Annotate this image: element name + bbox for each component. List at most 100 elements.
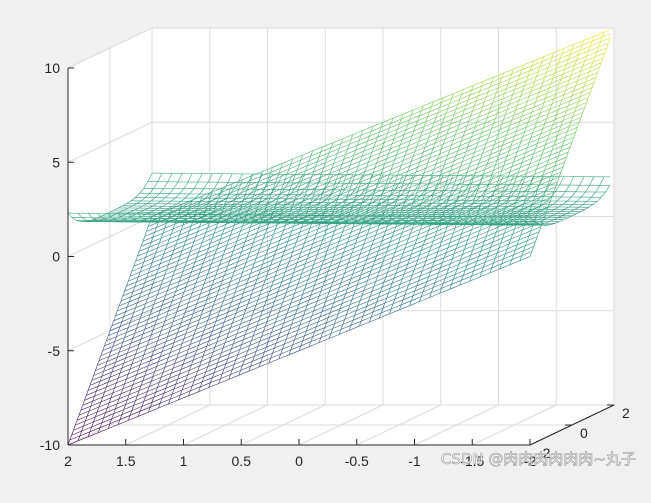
mesh-line [117,399,128,405]
mesh-line [152,371,155,377]
mesh-line [430,267,441,273]
mesh-line [119,321,123,327]
mesh-line [443,232,454,238]
mesh-line [101,418,112,424]
mesh-line [155,295,166,300]
mesh-line [473,81,484,86]
mesh-line [423,205,429,209]
mesh-line [287,329,299,335]
mesh-line [179,369,190,375]
mesh-line [296,237,307,243]
mesh-line [195,232,207,237]
mesh-line [83,420,86,427]
mesh-line [561,141,565,147]
mesh-line [581,86,585,92]
mesh-line [408,234,419,239]
mesh-line [561,48,565,54]
mesh-line [434,185,446,190]
mesh-line [486,252,498,258]
mesh-line [340,184,344,191]
mesh-line [102,391,105,398]
mesh-line [299,189,305,195]
mesh-line [200,243,211,248]
mesh-line [450,119,461,125]
mesh-line [307,300,318,306]
mesh-line [249,341,260,346]
mesh-line [469,137,480,142]
mesh-line [512,89,515,95]
mesh-line [529,158,533,164]
mesh-line [557,131,568,136]
mesh-line [141,402,153,407]
mesh-line [212,187,223,193]
mesh-line [363,286,375,291]
mesh-line [398,144,401,150]
mesh-line [560,74,572,80]
mesh-line [419,157,430,163]
mesh-line [285,267,296,273]
mesh-line [252,217,263,223]
mesh-line [129,411,141,416]
mesh-line [105,362,116,367]
mesh-line [384,158,387,164]
mesh-line [576,101,579,107]
mesh-line [328,286,332,293]
mesh-line [234,241,246,247]
mesh-line [118,300,122,307]
mesh-line [370,292,381,297]
mesh-line [407,259,410,265]
mesh-line [590,61,594,68]
mesh-line [128,415,131,421]
mesh-line [288,304,300,309]
mesh-line [443,113,447,119]
mesh-line [374,256,385,261]
mesh-line [78,410,82,416]
mesh-line [159,258,163,264]
mesh-line [176,260,179,266]
mesh-line [191,267,202,273]
mesh-line [414,146,418,152]
mesh-line [440,123,451,129]
mesh-line [183,240,187,246]
mesh-line [315,301,326,307]
mesh-line [428,179,439,185]
mesh-line [222,368,225,374]
mesh-line [277,333,281,339]
mesh-line [290,299,301,304]
mesh-line [193,236,197,242]
mesh-line [519,255,523,261]
mesh-line [294,196,305,201]
mesh-line [523,153,534,159]
mesh-line [149,262,153,269]
mesh-line [388,218,394,221]
mesh-line [390,303,394,310]
mesh-line [290,158,293,165]
mesh-line [465,265,476,271]
mesh-line [536,118,547,124]
mesh-line [502,94,513,100]
mesh-line [325,251,336,256]
mesh-line [400,232,403,238]
mesh-line [111,413,114,419]
mesh-line [578,50,581,56]
mesh-line [479,133,490,138]
mesh-line [316,183,327,188]
mesh-line [126,328,137,333]
mesh-line [167,238,170,245]
mesh-line [529,112,533,118]
mesh-line [495,114,506,119]
mesh-line [478,112,490,118]
mesh-line [449,99,460,104]
mesh-line [156,315,167,321]
mesh-line [249,248,260,253]
mesh-line [282,297,285,303]
mesh-line [182,359,186,365]
mesh-line [236,329,248,335]
mesh-line [513,64,524,70]
mesh-line [456,195,462,201]
mesh-line [226,333,238,339]
mesh-line [153,392,165,398]
mesh-line [185,282,196,288]
mesh-line [235,261,239,267]
mesh-line [548,109,559,115]
